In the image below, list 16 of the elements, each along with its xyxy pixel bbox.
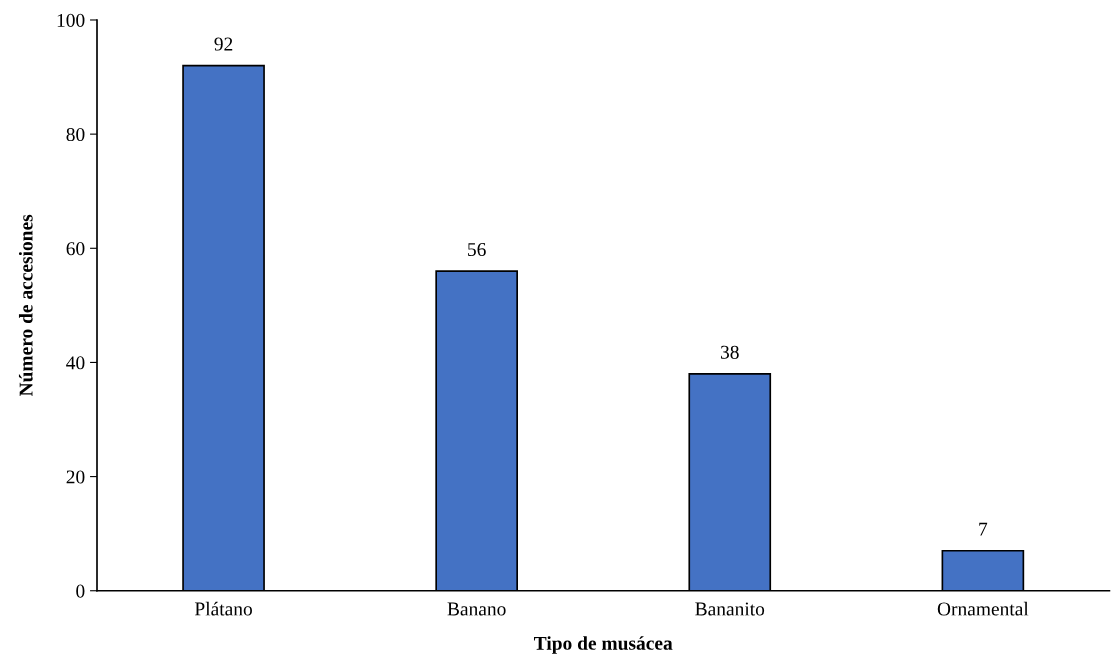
x-tick-label: Bananito xyxy=(695,602,765,616)
data-label: 38 xyxy=(720,345,739,359)
y-tick-label: 80 xyxy=(66,127,85,142)
x-tick-label: Plátano xyxy=(194,601,252,616)
data-label: 92 xyxy=(214,37,233,51)
x-axis-title: Tipo de musácea xyxy=(534,636,673,654)
y-tick-label: 60 xyxy=(66,242,85,256)
y-tick-label: 40 xyxy=(66,356,85,370)
y-tick-label: 0 xyxy=(76,584,85,598)
x-tick-label: Ornamental xyxy=(937,601,1029,616)
data-label: 7 xyxy=(979,522,988,536)
y-axis-title: Número de accesiones xyxy=(18,214,33,397)
y-tick-label: 20 xyxy=(66,470,85,484)
x-tick-label: Banano xyxy=(447,602,506,616)
data-label: 56 xyxy=(468,242,486,257)
y-tick-label: 100 xyxy=(57,13,85,27)
